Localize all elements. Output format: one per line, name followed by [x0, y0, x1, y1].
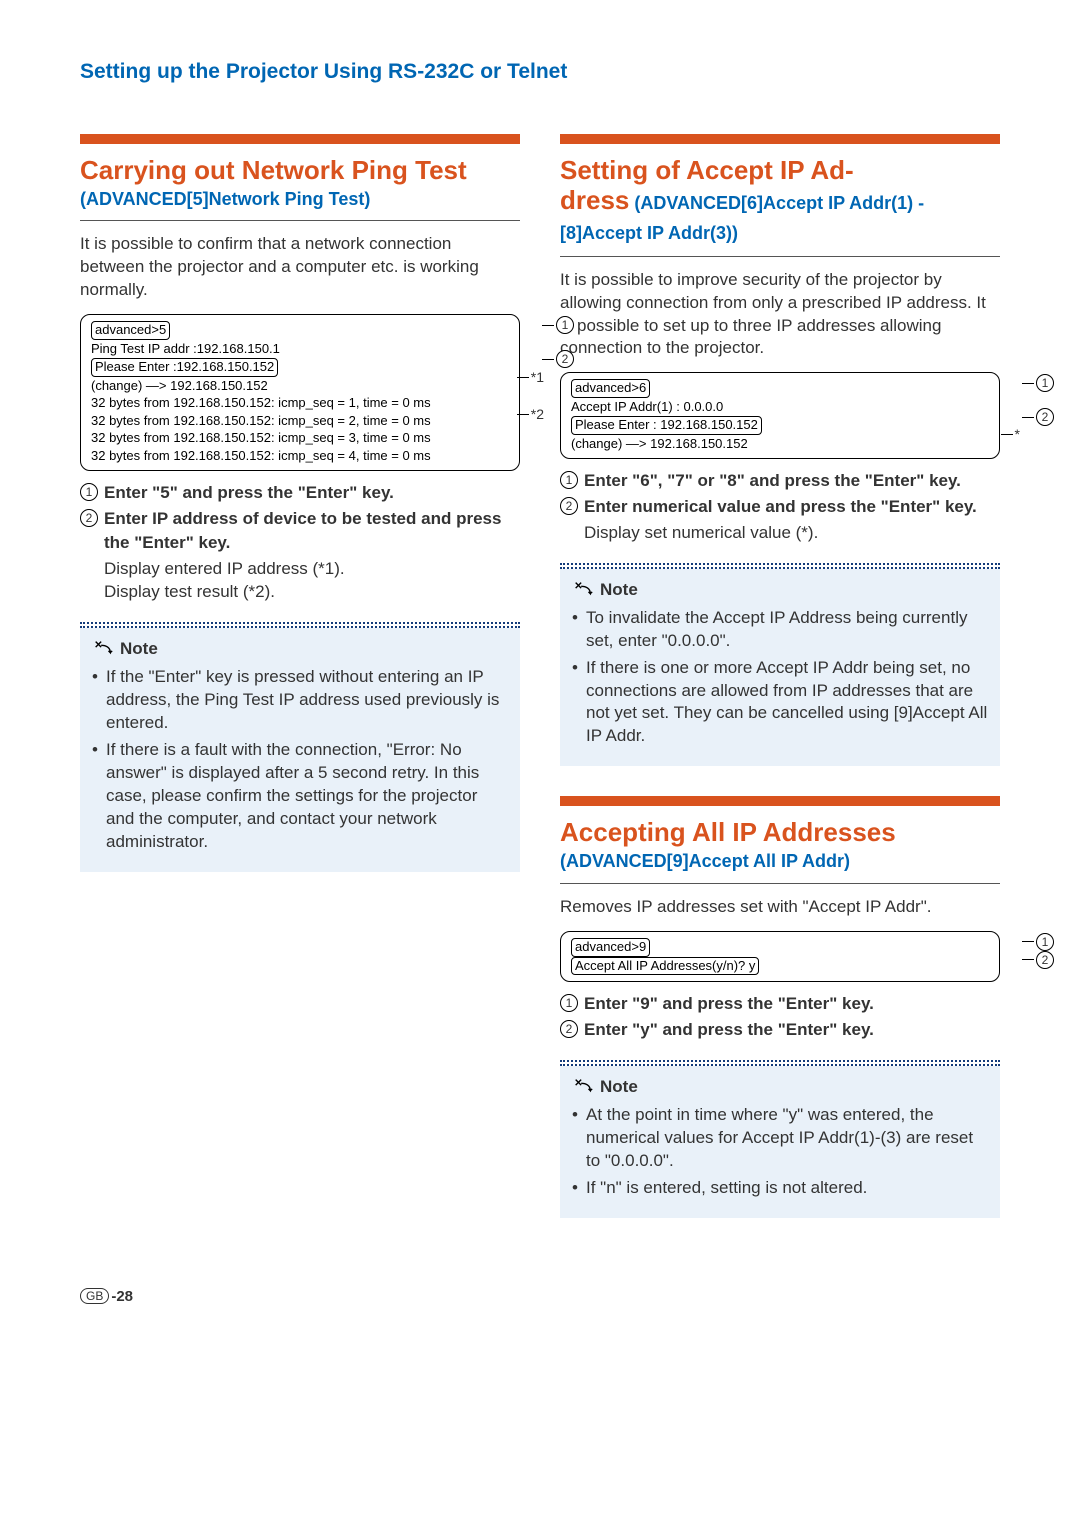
note-bullet: At the point in time where "y" was enter… — [572, 1104, 988, 1173]
note-bullet: If "n" is entered, setting is not altere… — [572, 1177, 988, 1200]
term-line: 32 bytes from 192.168.150.152: icmp_seq … — [91, 394, 509, 412]
step-text: Enter "5" and press the "Enter" key. — [104, 481, 394, 505]
term-line: 32 bytes from 192.168.150.152: icmp_seq … — [91, 412, 509, 430]
divider — [560, 883, 1000, 884]
callout-marker: 1 — [1036, 374, 1054, 392]
step-number: 2 — [560, 1020, 578, 1038]
section-title: Setting of Accept IP Ad- dress (ADVANCED… — [560, 156, 1000, 246]
steps: 1 Enter "5" and press the "Enter" key. 2E… — [80, 481, 520, 604]
note-box: Note At the point in time where "y" was … — [560, 1066, 1000, 1218]
note-bullet: To invalidate the Accept IP Address bein… — [572, 607, 988, 653]
note-title: Note — [600, 580, 638, 600]
section-bar — [80, 134, 520, 144]
term-line: Accept All IP Addresses(y/n)? y — [571, 957, 759, 976]
term-line: advanced>6 — [571, 379, 650, 398]
section-title: Carrying out Network Ping Test — [80, 156, 520, 186]
step-number: 2 — [80, 509, 98, 527]
note-bullet: If there is a fault with the connection,… — [92, 739, 508, 854]
note-bullet: If the "Enter" key is pressed without en… — [92, 666, 508, 735]
term-line: advanced>5 — [91, 321, 170, 340]
step-text: Enter "9" and press the "Enter" key. — [584, 992, 874, 1016]
term-line: 32 bytes from 192.168.150.152: icmp_seq … — [91, 429, 509, 447]
left-column: Carrying out Network Ping Test (ADVANCED… — [80, 134, 520, 1248]
step-subtext: Display entered IP address (*1). — [104, 557, 520, 581]
section-subtitle: (ADVANCED[5]Network Ping Test) — [80, 188, 520, 211]
callout-marker: 2 — [1036, 408, 1054, 426]
callout-marker: 1 — [556, 316, 574, 334]
step-text: Enter IP address of device to be tested … — [104, 507, 520, 555]
term-line: (change) —> 192.168.150.152 — [91, 377, 509, 395]
terminal: advanced>9 Accept All IP Addresses(y/n)?… — [560, 931, 1000, 983]
step-text: Enter "y" and press the "Enter" key. — [584, 1018, 874, 1042]
terminal-wrap: advanced>9 Accept All IP Addresses(y/n)?… — [560, 931, 1000, 983]
intro-text: It is possible to confirm that a network… — [80, 233, 520, 302]
term-line: Accept IP Addr(1) : 0.0.0.0 — [571, 398, 989, 416]
intro-text: It is possible to improve security of th… — [560, 269, 1000, 361]
step-text: Enter "6", "7" or "8" and press the "Ent… — [584, 469, 961, 493]
step-subtext: Display set numerical value (*). — [584, 521, 1000, 545]
callout-marker: *2 — [531, 406, 544, 422]
steps: 1 Enter "6", "7" or "8" and press the "En… — [560, 469, 1000, 544]
divider — [80, 220, 520, 221]
callout-marker: 1 — [1036, 933, 1054, 951]
callout-marker: *1 — [531, 369, 544, 385]
step-number: 2 — [560, 497, 578, 515]
right-column: Setting of Accept IP Ad- dress (ADVANCED… — [560, 134, 1000, 1248]
term-line: (change) —> 192.168.150.152 — [571, 435, 989, 453]
callout-marker: 2 — [556, 350, 574, 368]
term-line: 32 bytes from 192.168.150.152: icmp_seq … — [91, 447, 509, 465]
section-title: Accepting All IP Addresses — [560, 818, 1000, 848]
term-line: Please Enter : 192.168.150.152 — [571, 416, 762, 435]
term-line: advanced>9 — [571, 938, 650, 957]
step-subtext: Display test result (*2). — [104, 580, 520, 604]
term-line: Please Enter :192.168.150.152 — [91, 358, 278, 377]
divider — [560, 256, 1000, 257]
page-number: GB -28 — [80, 1288, 1000, 1305]
section-subtitle: (ADVANCED[9]Accept All IP Addr) — [560, 850, 1000, 873]
terminal-wrap: advanced>6 Accept IP Addr(1) : 0.0.0.0 P… — [560, 372, 1000, 459]
note-title: Note — [600, 1077, 638, 1097]
terminal: advanced>6 Accept IP Addr(1) : 0.0.0.0 P… — [560, 372, 1000, 459]
step-text: Enter numerical value and press the "Ent… — [584, 495, 977, 519]
terminal: advanced>5 Ping Test IP addr :192.168.15… — [80, 314, 520, 471]
steps: 1 Enter "9" and press the "Enter" key. 2E… — [560, 992, 1000, 1042]
note-box: Note To invalidate the Accept IP Address… — [560, 569, 1000, 767]
intro-text: Removes IP addresses set with "Accept IP… — [560, 896, 1000, 919]
step-number: 1 — [560, 471, 578, 489]
note-icon — [572, 1076, 594, 1098]
page-title: Setting up the Projector Using RS-232C o… — [80, 60, 1000, 84]
note-title: Note — [120, 639, 158, 659]
note-icon — [572, 579, 594, 601]
page-prefix: GB — [80, 1288, 109, 1304]
callout-marker: 2 — [1036, 951, 1054, 969]
terminal-wrap: advanced>5 Ping Test IP addr :192.168.15… — [80, 314, 520, 471]
step-number: 1 — [80, 483, 98, 501]
content-columns: Carrying out Network Ping Test (ADVANCED… — [80, 134, 1000, 1248]
callout-marker: * — [1015, 426, 1020, 442]
step-number: 1 — [560, 994, 578, 1012]
page-num-text: -28 — [111, 1288, 133, 1305]
note-bullet: If there is one or more Accept IP Addr b… — [572, 657, 988, 749]
note-box: Note If the "Enter" key is pressed witho… — [80, 628, 520, 872]
section-bar — [560, 796, 1000, 806]
term-line: Ping Test IP addr :192.168.150.1 — [91, 340, 509, 358]
section-bar — [560, 134, 1000, 144]
note-icon — [92, 638, 114, 660]
